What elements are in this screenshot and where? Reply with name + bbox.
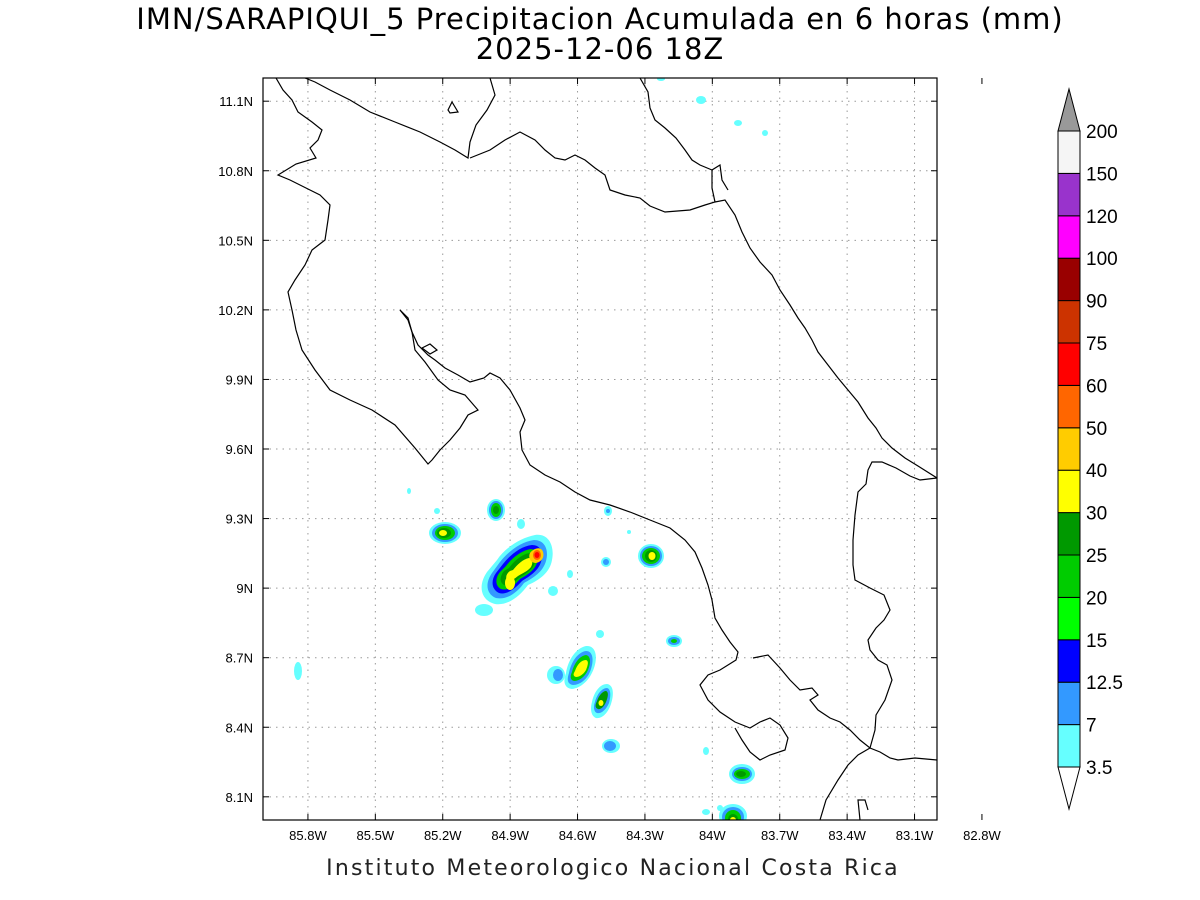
colorbar-box — [1057, 384, 1081, 429]
precip-cell-south-a — [547, 630, 604, 689]
colorbar-upper-arrow — [1057, 87, 1081, 132]
map-axes: 85.8W 85.5W 85.2W 84.9W 84.6W 84.3W 84W 83.7W 83… — [218, 78, 1001, 843]
colorbar-box — [1057, 172, 1081, 217]
colorbar-box — [1057, 300, 1081, 344]
y-tick-label: 9.6N — [226, 442, 253, 457]
map-title: IMN/SARAPIQUI_5 Precipitacion Acumulada … — [136, 2, 1064, 36]
colorbar-box — [1057, 554, 1081, 598]
x-tick-label: 85.2W — [424, 828, 462, 843]
precip-cell-north — [487, 499, 505, 521]
precip-cell-small — [666, 635, 682, 647]
y-tick-label: 9.9N — [226, 372, 253, 387]
colorbar-box — [1057, 512, 1081, 556]
coastline-osa — [752, 654, 937, 761]
border-south — [857, 799, 869, 820]
colorbar-label: 60 — [1086, 376, 1107, 397]
map-grid — [263, 78, 937, 820]
x-tick-label: 84.6W — [559, 828, 597, 843]
precip-cell-west — [294, 488, 461, 680]
colorbar-label: 25 — [1086, 546, 1107, 567]
colorbar-label: 3.5 — [1086, 758, 1112, 779]
precip-cell-south-b — [591, 684, 620, 753]
colorbar-box — [1057, 427, 1081, 471]
colorbar-label: 200 — [1086, 122, 1118, 143]
colorbar: 3.5 7 12.5 15 20 25 30 40 50 60 75 90 100 120 150 200 — [1057, 87, 1123, 811]
x-tick-label: 83.4W — [828, 828, 866, 843]
island-chira — [420, 343, 439, 355]
y-tick-label: 10.8N — [218, 164, 253, 179]
precip-cell-main — [475, 519, 573, 616]
colorbar-box — [1057, 681, 1081, 726]
x-tick-label: 85.5W — [357, 828, 395, 843]
coastline-east — [714, 199, 937, 479]
coastline-layer — [275, 78, 937, 820]
colorbar-label: 12.5 — [1086, 673, 1123, 694]
y-tick-label: 10.2N — [218, 303, 253, 318]
y-tick-label: 8.1N — [226, 790, 253, 805]
precip-cell-east — [601, 506, 664, 568]
colorbar-box — [1057, 469, 1081, 514]
colorbar-lower-arrow — [1057, 766, 1081, 811]
y-tick-label: 8.4N — [226, 720, 253, 735]
map-subtitle-datetime: 2025-12-06 18Z — [475, 32, 725, 66]
footer-credit: Instituto Meteorologico Nacional Costa R… — [326, 856, 900, 881]
x-tick-label: 82.8W — [963, 828, 1001, 843]
colorbar-label: 30 — [1086, 504, 1107, 525]
y-tick-label: 8.7N — [226, 651, 253, 666]
colorbar-label: 7 — [1086, 716, 1097, 737]
coastline-north — [469, 131, 729, 213]
precipitation-layer — [294, 78, 768, 820]
colorbar-label: 150 — [1086, 164, 1118, 185]
precip-cell-far-south — [657, 78, 768, 820]
colorbar-label: 15 — [1086, 631, 1107, 652]
coastline-nicoya — [275, 78, 479, 465]
lake-nicaragua-islet — [447, 100, 459, 114]
coastline-caribbean — [304, 78, 496, 159]
x-tick-label: 85.8W — [289, 828, 327, 843]
colorbar-label: 40 — [1086, 461, 1107, 482]
colorbar-box — [1057, 342, 1081, 386]
x-tick-label: 84.3W — [626, 828, 664, 843]
colorbar-box — [1057, 596, 1081, 641]
colorbar-label: 120 — [1086, 207, 1118, 228]
colorbar-label: 75 — [1086, 334, 1107, 355]
coastline-east-top — [639, 78, 713, 171]
colorbar-label: 50 — [1086, 419, 1107, 440]
y-tick-label: 9N — [236, 581, 253, 596]
colorbar-label: 100 — [1086, 249, 1118, 270]
y-tick-label: 10.5N — [218, 233, 253, 248]
colorbar-box — [1057, 130, 1081, 174]
colorbar-box — [1057, 257, 1081, 302]
y-tick-label: 9.3N — [226, 512, 253, 527]
x-tick-label: 84W — [699, 828, 726, 843]
y-tick-label: 11.1N — [219, 94, 253, 109]
colorbar-label: 20 — [1086, 588, 1107, 609]
x-tick-label: 84.9W — [491, 828, 529, 843]
coastline-south — [819, 461, 937, 820]
colorbar-label: 90 — [1086, 292, 1107, 313]
x-tick-label: 83.7W — [761, 828, 799, 843]
colorbar-box — [1057, 639, 1081, 683]
colorbar-box — [1057, 215, 1081, 259]
coastline-gulf — [399, 309, 789, 761]
x-tick-label: 83.1W — [896, 828, 934, 843]
colorbar-box — [1057, 724, 1081, 768]
